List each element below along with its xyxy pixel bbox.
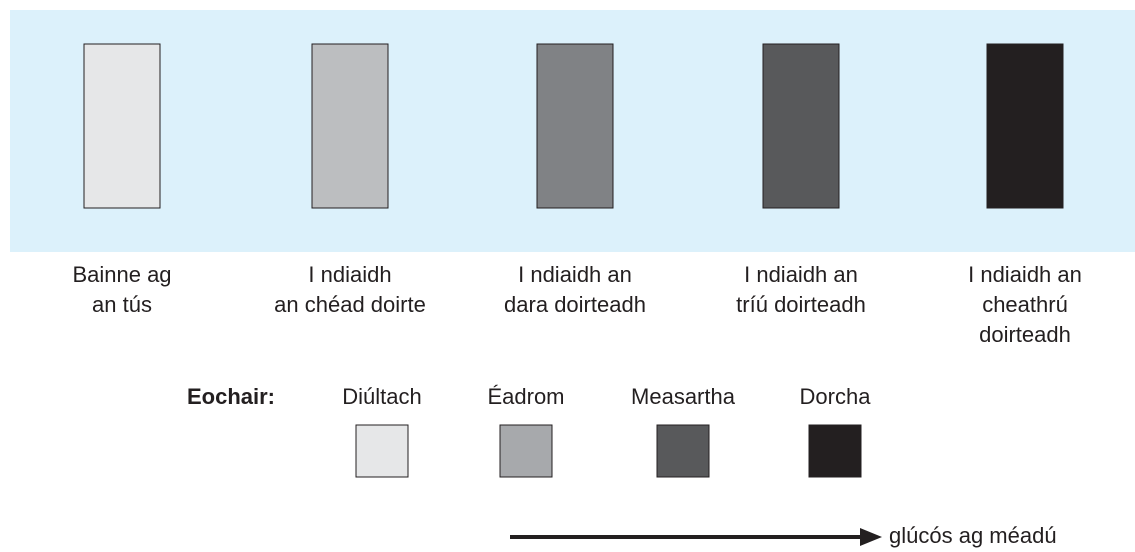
arrow-label: glúcós ag méadú [889,523,1057,548]
stage-label: Bainne ag [72,262,171,287]
stage-label: cheathrú [982,292,1068,317]
key-swatch [499,424,553,478]
tube [311,43,389,209]
key-label: Measartha [631,384,736,409]
key-swatch [808,424,862,478]
key-label: Éadrom [487,384,564,409]
stage-label: I ndiaidh [308,262,391,287]
stage-label: I ndiaidh an [968,262,1082,287]
arrow-head [860,528,882,546]
key-title: Eochair: [187,384,275,409]
key-label: Diúltach [342,384,421,409]
key-label: Dorcha [800,384,872,409]
tube [762,43,840,209]
stage-label: doirteadh [979,322,1071,347]
stage-label: dara doirteadh [504,292,646,317]
stage-label: an tús [92,292,152,317]
stage-label: tríú doirteadh [736,292,866,317]
stage-label: I ndiaidh an [744,262,858,287]
tube [83,43,161,209]
stage-label: an chéad doirte [274,292,426,317]
key-swatch [656,424,710,478]
tube [536,43,614,209]
stage-label: I ndiaidh an [518,262,632,287]
tube [986,43,1064,209]
key-swatch [355,424,409,478]
